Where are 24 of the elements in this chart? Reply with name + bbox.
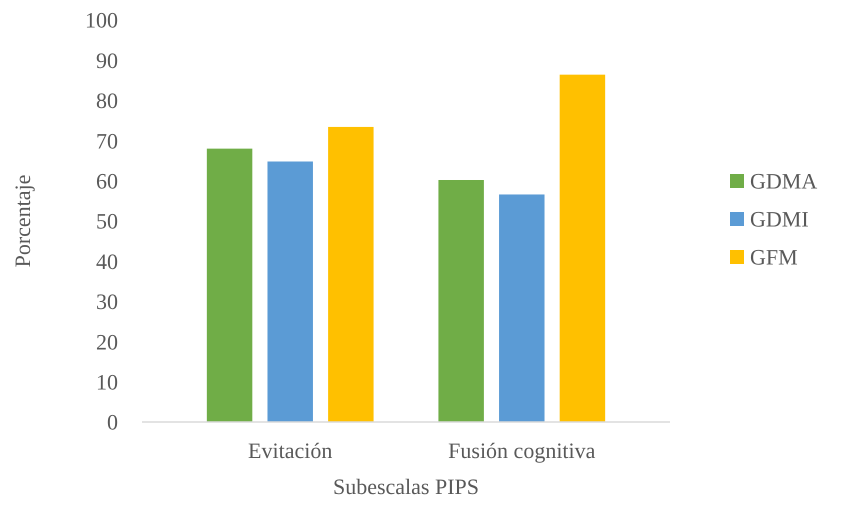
y-tick-label: 80 xyxy=(96,88,118,114)
y-tick-label: 100 xyxy=(85,8,118,33)
y-tick-label: 0 xyxy=(107,410,118,435)
y-axis-title: Porcentaje xyxy=(10,174,35,268)
y-tick-label: 50 xyxy=(96,208,118,234)
bar xyxy=(560,74,606,422)
x-tick-label: Evitación xyxy=(248,438,332,463)
x-axis-title: Subescalas PIPS xyxy=(332,474,480,499)
legend-label: GDMI xyxy=(750,206,809,232)
bar xyxy=(206,148,252,422)
y-tick-label: 40 xyxy=(96,248,118,274)
y-tick-label: 90 xyxy=(96,48,118,73)
legend-label: GFM xyxy=(750,244,798,270)
bar xyxy=(328,126,374,422)
y-tick-label: 70 xyxy=(96,128,118,154)
y-tick-label: 30 xyxy=(96,289,118,314)
y-tick-label: 60 xyxy=(96,168,118,194)
bar xyxy=(499,194,545,422)
y-tick-label: 10 xyxy=(96,370,118,394)
legend-label: GDMA xyxy=(750,168,818,194)
bar xyxy=(438,180,484,422)
bar xyxy=(267,162,313,422)
x-tick-label: Fusión cognitiva xyxy=(448,438,596,463)
y-tick-label: 20 xyxy=(96,329,118,354)
